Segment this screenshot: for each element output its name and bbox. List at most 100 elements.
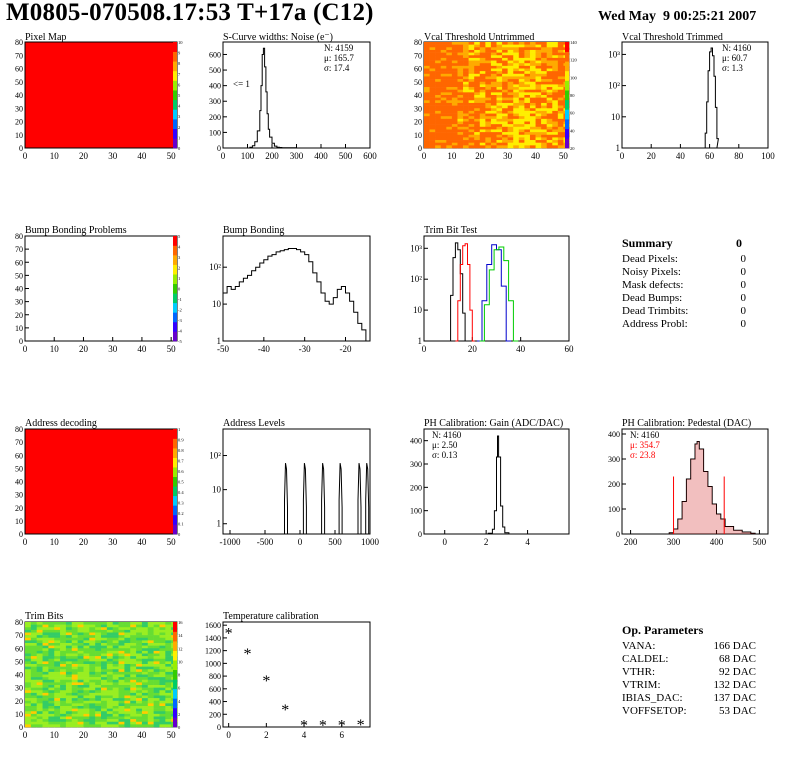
palette-tick-label: 2 [178, 266, 180, 271]
heatmap-cell [165, 643, 172, 646]
heatmap-cell [54, 719, 61, 723]
palette-cell [173, 90, 177, 101]
heatmap-cell [463, 126, 469, 130]
palette-tick-label: 3 [178, 255, 181, 260]
heatmap-cell [83, 706, 90, 709]
heatmap-cell [147, 703, 154, 707]
y-tick-label: 500 [209, 66, 221, 75]
heatmap-cell [159, 700, 166, 704]
heatmap-cell [557, 126, 564, 130]
x-tick-label: 500 [328, 537, 342, 547]
palette-tick-label: 0.4 [178, 490, 184, 495]
heatmap-cell [463, 63, 469, 67]
heatmap-cell [507, 68, 514, 72]
heatmap-cell [60, 624, 67, 628]
heatmap-cell [541, 42, 547, 45]
heatmap-cell [496, 124, 503, 128]
heatmap-cell [36, 669, 43, 673]
heatmap-cell [141, 671, 149, 675]
heatmap-cell [552, 108, 559, 112]
heatmap-cell [424, 140, 430, 143]
heatmap-cell [95, 650, 102, 654]
heatmap-cell [552, 142, 559, 146]
heatmap-cell [147, 708, 154, 712]
heatmap-cell [118, 622, 125, 625]
heatmap-cell [451, 142, 458, 146]
heatmap-cell [159, 669, 166, 673]
heatmap-cell [424, 116, 430, 120]
heatmap-cell [153, 635, 160, 639]
heatmap-cell [490, 76, 497, 80]
heatmap-cell [165, 627, 172, 631]
heatmap-cell [65, 671, 73, 675]
heatmap-cell [30, 635, 37, 639]
x-tick-label: 50 [167, 730, 177, 740]
heatmap-cell [557, 68, 564, 72]
heatmap-cell [541, 108, 547, 112]
heatmap-cell [147, 682, 154, 686]
heatmap-cell [535, 97, 542, 101]
heatmap-cell [502, 110, 508, 114]
heatmap-cell [546, 116, 553, 120]
y-tick-label: 10² [410, 274, 422, 284]
heatmap-cell [507, 140, 514, 143]
heatmap-cell [435, 97, 442, 101]
heatmap-cell [518, 108, 525, 112]
heatmap-cell [165, 635, 172, 639]
heatmap-cell [479, 73, 486, 77]
heatmap-cell [159, 661, 166, 665]
heatmap-cell [524, 116, 531, 120]
heatmap-cell [106, 669, 113, 673]
heatmap-cell [424, 92, 430, 96]
heatmap-cell [25, 682, 32, 686]
heatmap-cell [106, 685, 113, 688]
heatmap-cell [71, 690, 78, 694]
heatmap-cell [518, 134, 525, 138]
y-tick-label: 80 [15, 618, 23, 627]
heatmap-cell [136, 690, 143, 694]
heatmap-cell [159, 658, 166, 662]
heatmap-cell [513, 132, 520, 136]
heatmap-cell [141, 624, 149, 628]
heatmap-cell [424, 89, 430, 93]
heatmap-cell [552, 63, 559, 67]
heatmap-cell [124, 637, 131, 641]
heatmap-cell [557, 47, 564, 51]
heatmap-cell [479, 105, 486, 109]
heatmap-cell [83, 658, 90, 662]
heatmap-cell [65, 637, 73, 641]
heatmap-cell [25, 645, 32, 649]
heatmap-cell [48, 716, 55, 720]
heatmap-cell [112, 661, 119, 665]
heatmap-cell [147, 656, 154, 660]
y-tick-label: 40 [15, 91, 23, 100]
heatmap-cell [468, 89, 475, 93]
heatmap-cell [513, 68, 520, 72]
heatmap-cell [524, 92, 531, 96]
heatmap-cell [474, 87, 481, 90]
heatmap-cell [485, 79, 492, 83]
heatmap-cell [457, 124, 464, 128]
heatmap-cell [552, 110, 559, 114]
heatmap-cell [106, 624, 113, 628]
heatmap-cell [457, 132, 464, 136]
heatmap-cell [485, 137, 492, 141]
palette-tick-label: 10 [178, 40, 183, 45]
heatmap-cell [513, 71, 520, 75]
heatmap-cell [95, 708, 102, 712]
heatmap-cell [30, 624, 37, 628]
heatmap-cell [48, 643, 55, 646]
heatmap-cell [48, 692, 55, 696]
heatmap-cell [153, 658, 160, 662]
heatmap-cell [468, 44, 475, 48]
heatmap-cell [71, 719, 78, 723]
heatmap-cell [118, 698, 125, 702]
heatmap-cell [474, 89, 481, 93]
heatmap-cell [106, 648, 113, 652]
peak-line [338, 463, 343, 534]
heatmap-cell [541, 140, 547, 143]
x-tick-label: 60 [565, 344, 575, 354]
heatmap-cell [541, 76, 547, 80]
heatmap-cell [529, 71, 536, 75]
plot-frame [423, 428, 570, 535]
